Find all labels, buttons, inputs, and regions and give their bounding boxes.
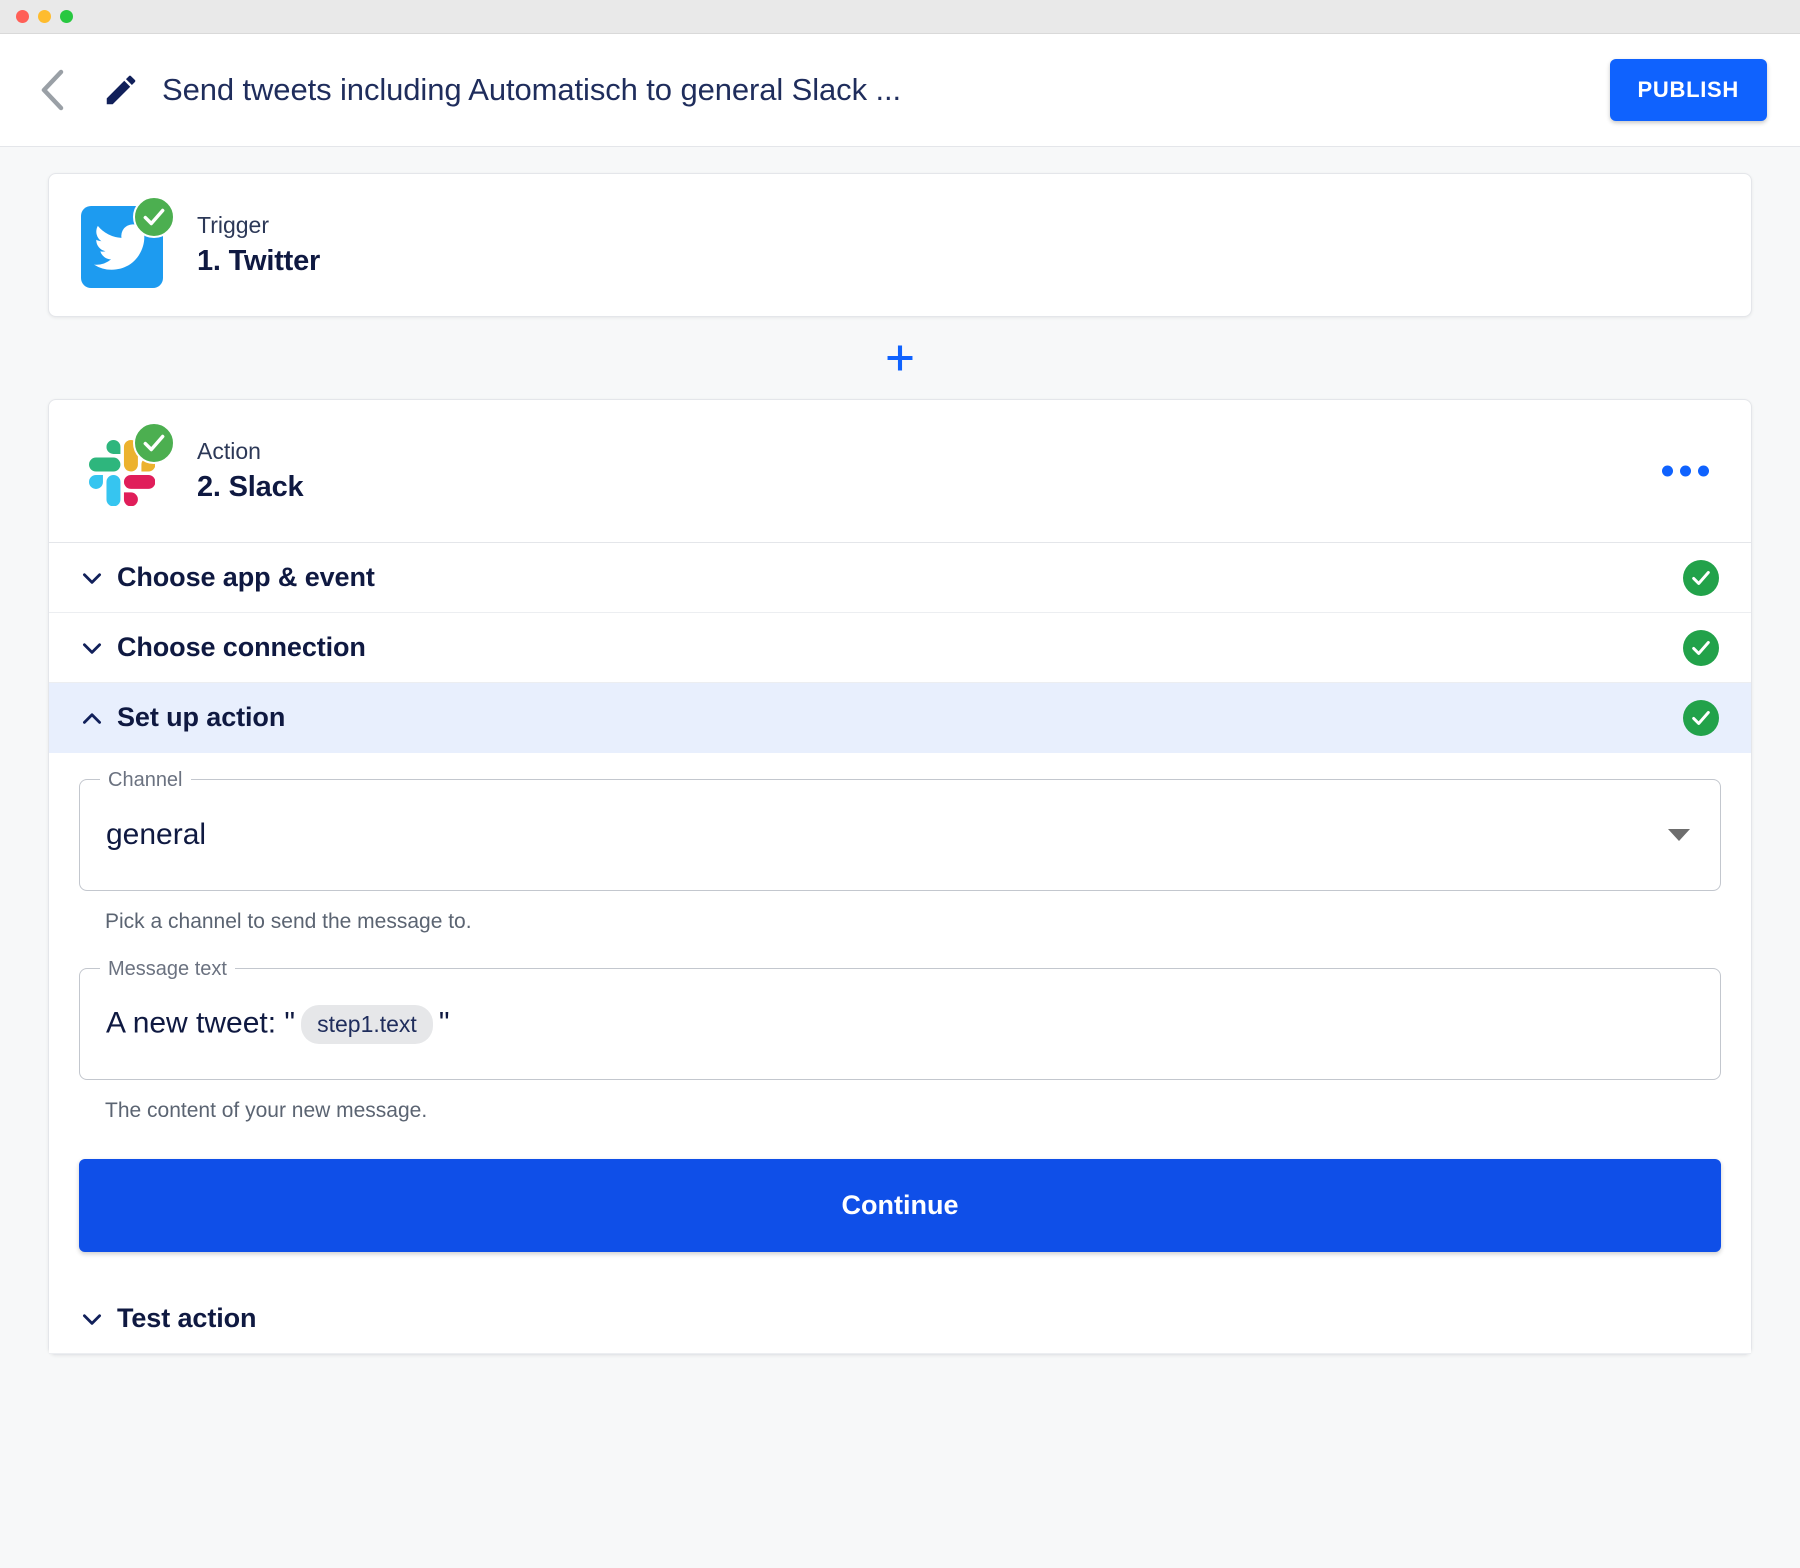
chevron-up-icon (79, 705, 117, 731)
back-button[interactable] (30, 67, 76, 113)
action-step-card: Action 2. Slack Choose (48, 399, 1752, 1355)
channel-helper-text: Pick a channel to send the message to. (105, 910, 472, 933)
channel-value: general (106, 818, 207, 851)
accordion-row-test-action[interactable]: Test action (49, 1284, 1751, 1354)
slack-hash-icon (89, 440, 155, 506)
channel-label: Channel (100, 769, 191, 791)
close-window-button[interactable] (16, 10, 29, 23)
action-step-kind: Action (197, 438, 261, 464)
message-suffix: " (438, 1005, 450, 1039)
twitter-bird-icon (94, 224, 150, 270)
slack-icon (81, 432, 163, 514)
accordion-status-check-icon (1683, 559, 1719, 596)
window-titlebar (0, 0, 1800, 34)
set-up-action-body: Channel general Pick a channel to send t… (49, 753, 1751, 1252)
ellipsis-dot (1698, 465, 1709, 477)
accordion-label: Choose app & event (117, 562, 375, 592)
step-connector (48, 317, 1752, 399)
ellipsis-dot (1662, 465, 1673, 477)
action-step-menu-button[interactable] (1654, 458, 1717, 485)
traffic-lights (16, 10, 73, 23)
action-status-badge (133, 422, 175, 464)
edit-title-button[interactable] (98, 67, 144, 113)
app-header: Send tweets including Automatisch to gen… (0, 34, 1800, 147)
continue-button[interactable]: Continue (79, 1159, 1721, 1252)
caret-down-icon[interactable] (1668, 829, 1690, 841)
accordion-label: Test action (117, 1303, 257, 1333)
accordion-status-check-icon (1683, 699, 1719, 736)
message-text-label: Message text (100, 958, 235, 980)
action-step-meta: Action 2. Slack (197, 438, 304, 504)
trigger-app-logo (81, 196, 175, 288)
action-step-header[interactable]: Action 2. Slack (49, 400, 1751, 542)
pencil-icon (106, 75, 136, 105)
publish-button[interactable]: PUBLISH (1609, 59, 1767, 121)
trigger-step-name: 1. Twitter (197, 245, 321, 277)
trigger-step-kind: Trigger (197, 212, 269, 238)
trigger-status-badge (133, 196, 175, 238)
ellipsis-dot (1680, 465, 1691, 477)
message-prefix: A new tweet: " (106, 1005, 296, 1039)
trigger-step-meta: Trigger 1. Twitter (197, 212, 320, 278)
action-step-name: 2. Slack (197, 471, 304, 503)
zoom-window-button[interactable] (60, 10, 73, 23)
channel-select[interactable]: Channel general (79, 769, 1721, 891)
trigger-step-header[interactable]: Trigger 1. Twitter (49, 174, 1751, 316)
action-accordion: Choose app & event Choose connection (49, 542, 1751, 1354)
action-app-logo (81, 422, 175, 514)
accordion-label: Choose connection (117, 632, 366, 662)
accordion-status-check-icon (1683, 629, 1719, 666)
accordion-label: Set up action (117, 702, 286, 732)
trigger-step-card[interactable]: Trigger 1. Twitter (48, 173, 1752, 317)
check-circle-icon (143, 208, 165, 226)
workflow-canvas: Trigger 1. Twitter (0, 147, 1800, 1568)
variable-token[interactable]: step1.text (301, 1004, 433, 1044)
zap-title: Send tweets including Automatisch to gen… (162, 72, 902, 107)
message-text-value: A new tweet: " step1.text " (106, 1004, 450, 1044)
chevron-down-icon (79, 565, 117, 591)
check-circle-icon (143, 434, 165, 452)
accordion-row-set-up-action[interactable]: Set up action (49, 683, 1751, 753)
chevron-down-icon (79, 635, 117, 661)
accordion-row-choose-connection[interactable]: Choose connection (49, 613, 1751, 683)
message-helper-text: The content of your new message. (105, 1099, 428, 1122)
accordion-row-choose-app-event[interactable]: Choose app & event (49, 543, 1751, 613)
minimize-window-button[interactable] (38, 10, 51, 23)
add-step-button[interactable] (877, 335, 923, 381)
chevron-down-icon (79, 1306, 117, 1332)
message-text-input[interactable]: Message text A new tweet: " step1.text " (79, 958, 1721, 1080)
plus-icon (887, 345, 913, 371)
chevron-left-icon (41, 69, 64, 111)
